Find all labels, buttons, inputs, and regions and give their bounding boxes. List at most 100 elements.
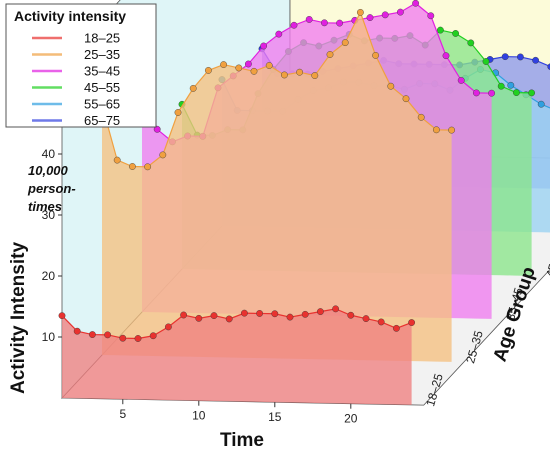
legend-label: 25–35	[84, 47, 120, 62]
data-point	[320, 19, 328, 27]
data-point	[149, 332, 157, 340]
legend-label: 65–75	[84, 113, 120, 128]
data-point	[134, 335, 142, 342]
data-point	[448, 126, 455, 134]
data-point	[271, 310, 279, 318]
data-point	[528, 89, 535, 97]
data-point	[89, 331, 96, 338]
data-point	[341, 39, 349, 46]
data-point	[280, 71, 288, 79]
data-point	[113, 156, 121, 164]
data-point	[119, 334, 127, 342]
legend-label: 45–55	[84, 80, 120, 95]
x-tick-label: 15	[268, 410, 282, 424]
data-point	[128, 163, 136, 170]
series-layer	[58, 0, 550, 405]
data-point	[144, 163, 152, 171]
z-tick-label: 45–55	[543, 243, 550, 279]
data-point	[517, 53, 524, 61]
data-point	[164, 323, 172, 331]
data-point	[507, 81, 515, 89]
unit-label-line: times	[28, 199, 62, 214]
data-point	[296, 68, 303, 76]
data-point	[501, 53, 509, 61]
data-point	[250, 67, 258, 75]
data-point	[347, 311, 355, 319]
data-point	[408, 319, 415, 326]
data-point	[73, 327, 81, 335]
data-point	[513, 89, 520, 97]
data-point	[159, 151, 167, 159]
data-point	[537, 100, 545, 108]
data-point	[427, 12, 435, 20]
data-point	[432, 126, 440, 134]
data-point	[396, 8, 404, 16]
data-point	[301, 310, 309, 318]
data-point	[204, 67, 212, 74]
series-25–35	[98, 8, 455, 362]
data-point	[436, 26, 444, 34]
data-point	[372, 52, 379, 59]
data-point	[412, 0, 419, 7]
data-point	[356, 8, 364, 16]
data-point	[532, 56, 539, 64]
unit-label-line: 10,000	[28, 163, 69, 178]
data-point	[387, 82, 395, 90]
data-point	[332, 305, 339, 313]
data-point	[225, 315, 233, 323]
data-point	[58, 312, 66, 320]
data-point	[336, 19, 343, 27]
unit-label-line: person-	[27, 181, 76, 196]
series-area	[62, 308, 412, 405]
data-point	[452, 30, 459, 37]
y-tick-label: 20	[42, 269, 56, 283]
data-point	[392, 324, 400, 332]
series-area	[102, 12, 452, 362]
data-point	[240, 309, 248, 317]
data-point	[497, 82, 505, 90]
data-point	[366, 14, 374, 22]
data-point	[362, 315, 370, 322]
data-point	[189, 85, 197, 92]
data-point	[286, 313, 294, 321]
data-point	[457, 77, 465, 84]
data-point	[326, 51, 334, 58]
data-point	[316, 308, 324, 315]
data-point	[265, 62, 273, 69]
data-point	[195, 314, 203, 322]
data-point	[260, 42, 267, 50]
data-point	[381, 11, 389, 19]
data-point	[180, 311, 188, 319]
data-point	[256, 310, 263, 317]
y-tick-label: 40	[42, 147, 56, 161]
data-point	[275, 30, 283, 38]
y-tick-label: 10	[42, 330, 56, 344]
data-point	[467, 39, 475, 47]
data-point	[305, 16, 313, 23]
data-point	[153, 125, 161, 133]
data-point	[290, 21, 298, 29]
data-point	[311, 72, 319, 79]
data-point	[402, 95, 410, 103]
y-axis-title: Activity Intensity	[8, 242, 29, 394]
x-tick-label: 20	[344, 412, 358, 426]
series-18–25	[58, 305, 415, 405]
data-point	[442, 52, 450, 60]
x-tick-label: 10	[192, 409, 206, 423]
legend-label: 35–45	[84, 64, 120, 79]
x-tick-label: 5	[119, 407, 126, 421]
data-point	[104, 331, 112, 339]
legend-label: 55–65	[84, 97, 120, 112]
data-point	[220, 61, 228, 68]
data-point	[488, 89, 495, 97]
legend-label: 18–25	[84, 31, 120, 46]
data-point	[244, 60, 252, 68]
legend-box	[5, 3, 157, 128]
x-axis-title: Time	[220, 430, 264, 450]
data-point	[174, 109, 182, 116]
data-point	[472, 89, 480, 97]
data-point	[235, 64, 243, 72]
data-point	[547, 63, 550, 71]
data-point	[482, 58, 490, 65]
